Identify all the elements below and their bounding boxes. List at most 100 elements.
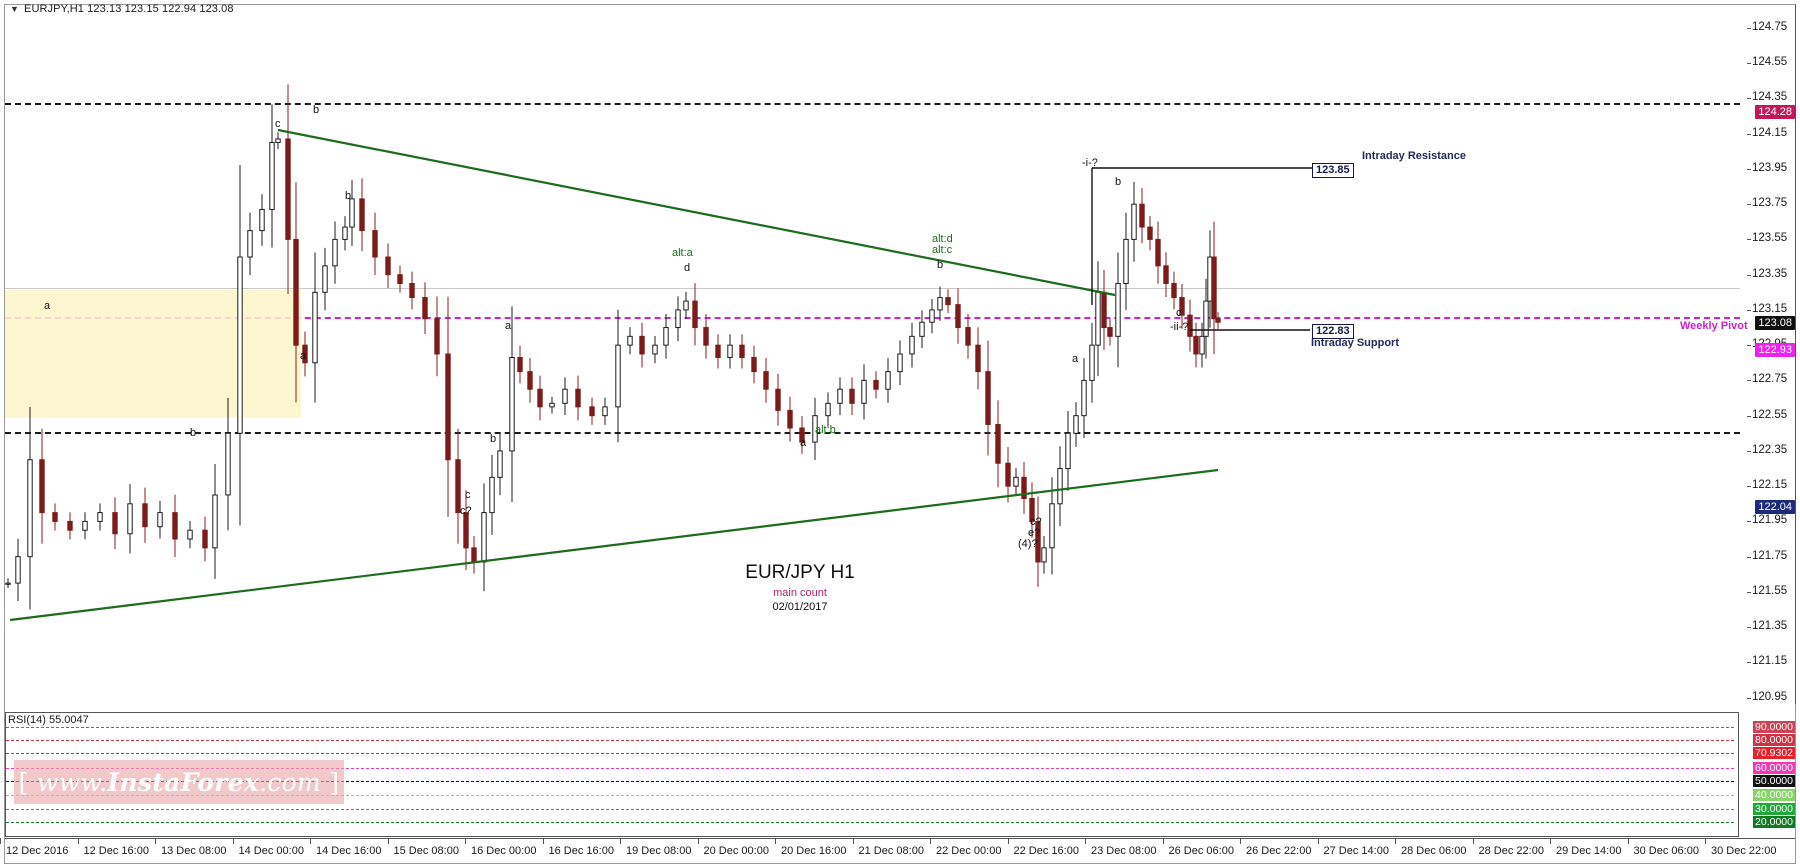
rsi-level-tag: 70.9302 [1753, 746, 1795, 759]
time-tick-mark [232, 838, 234, 844]
time-tick-mark [1627, 838, 1629, 844]
wave-label: b [1115, 176, 1122, 188]
price-tag: 123.08 [1755, 316, 1795, 331]
price-tag: 122.93 [1755, 342, 1795, 357]
price-tick-mark [1747, 27, 1751, 29]
intraday-support-value: 122.83 [1312, 324, 1354, 339]
rsi-level-line [6, 726, 1734, 728]
watermark-open-bracket: [ [18, 767, 29, 797]
price-tick-label: 121.95 [1752, 514, 1788, 527]
price-tick-label: 123.35 [1752, 267, 1788, 280]
rsi-level-tag: 40.0000 [1753, 789, 1795, 801]
price-axis-separator [1795, 4, 1796, 704]
time-tick-mark [542, 838, 544, 844]
rsi-level-tag: 30.0000 [1753, 802, 1795, 815]
price-tick-mark [1747, 274, 1751, 276]
wave-label: b [190, 427, 197, 439]
price-tick-mark [1747, 98, 1751, 100]
price-tick-mark [1747, 662, 1751, 664]
wave-label: a [44, 300, 51, 312]
wave-label: b [937, 259, 944, 271]
intraday-resistance-label: Intraday Resistance [1362, 150, 1466, 162]
price-tick-mark [1747, 521, 1751, 523]
wave-label: a [800, 437, 807, 449]
time-tick-label: 16 Dec 16:00 [548, 845, 614, 857]
price-tick-label: 122.15 [1752, 479, 1788, 492]
level-line-12428 [5, 103, 1740, 105]
time-tick-label: 22 Dec 00:00 [936, 845, 1002, 857]
time-tick-label: 28 Dec 22:00 [1478, 845, 1544, 857]
price-tick-label: 124.75 [1752, 20, 1788, 33]
wave-label: d [684, 262, 691, 274]
price-tick-mark [1747, 345, 1751, 347]
chart-date: 02/01/2017 [772, 601, 828, 613]
price-tick-mark [1747, 697, 1751, 699]
wave-label: alt:d [932, 233, 953, 245]
rsi-level-line [6, 795, 1734, 796]
time-tick-label: 27 Dec 14:00 [1323, 845, 1389, 857]
time-tick-label: 12 Dec 2016 [6, 845, 69, 857]
price-tick-label: 121.35 [1752, 620, 1788, 633]
chart-title: EUR/JPY H1 [745, 562, 855, 583]
price-tick-label: 123.15 [1752, 302, 1788, 315]
price-tick-label: 120.95 [1752, 690, 1788, 703]
wave-label: b [313, 104, 320, 116]
time-tick-mark [1550, 838, 1551, 844]
price-tick-label: 124.15 [1752, 126, 1788, 139]
watermark-background [14, 760, 344, 804]
wave-label: (4)? [1018, 538, 1038, 550]
price-tick-mark [1747, 556, 1751, 558]
price-tag: 124.28 [1755, 104, 1795, 119]
price-tick-label: 121.75 [1752, 549, 1788, 562]
price-tick-mark [1747, 133, 1751, 135]
level-line-12204 [5, 432, 1740, 434]
wave-label: alt:b [815, 424, 836, 436]
time-tick-label: 16 Dec 00:00 [471, 845, 537, 857]
price-tick-label: 121.15 [1752, 655, 1788, 668]
watermark-prefix: www. [36, 767, 108, 797]
time-tick-mark [1395, 838, 1396, 844]
time-tick-mark [310, 838, 311, 844]
time-tick-label: 21 Dec 08:00 [858, 845, 924, 857]
rsi-level-line [6, 822, 1734, 824]
wave-label: b [345, 190, 352, 202]
time-tick-mark [465, 838, 466, 844]
rsi-level-line [6, 767, 1734, 769]
price-tick-mark [1747, 309, 1751, 311]
time-tick-label: 26 Dec 22:00 [1246, 845, 1312, 857]
time-tick-mark [1162, 838, 1164, 844]
rsi-level-line [6, 781, 1734, 783]
time-tick-mark [775, 838, 776, 844]
time-tick-mark [620, 838, 621, 844]
time-tick-label: 28 Dec 06:00 [1401, 845, 1467, 857]
watermark: [ www. InstaForex .com ] [14, 760, 344, 804]
level-line-weekly-pivot [5, 317, 1740, 319]
collapse-triangle-icon[interactable]: ▼ [10, 4, 20, 15]
price-tick-label: 123.75 [1752, 197, 1788, 210]
time-tick-mark [1007, 838, 1009, 844]
time-tick-mark [1705, 838, 1706, 844]
wave-label: -ii-? [1170, 321, 1189, 333]
time-tick-label: 13 Dec 08:00 [161, 845, 227, 857]
rsi-level-line [6, 752, 1734, 754]
time-tick-mark [852, 838, 854, 844]
time-tick-label: 26 Dec 06:00 [1168, 845, 1234, 857]
wave-label: e? [1028, 527, 1041, 539]
time-tick-mark [77, 838, 79, 844]
price-tick-mark [1747, 63, 1751, 65]
wave-label: c? [460, 505, 472, 517]
price-tick-label: 123.55 [1752, 232, 1788, 245]
wave-label: alt:c [932, 244, 953, 256]
rsi-title: RSI(14) 55.0047 [8, 714, 89, 726]
wave-label: c [275, 118, 281, 130]
time-tick-mark [697, 838, 699, 844]
time-tick-label: 22 Dec 16:00 [1013, 845, 1079, 857]
symbol-bar-text: EURJPY,H1 123.13 123.15 122.94 123.08 [24, 3, 234, 15]
time-tick-label: 15 Dec 08:00 [393, 845, 459, 857]
intraday-support-label: Intraday Support [1311, 337, 1400, 349]
price-tick-mark [1747, 450, 1751, 452]
watermark-suffix: .com [259, 767, 322, 797]
time-tick-mark [1240, 838, 1241, 844]
wave-label: alt:a [672, 247, 693, 259]
time-tick-mark [155, 838, 156, 844]
